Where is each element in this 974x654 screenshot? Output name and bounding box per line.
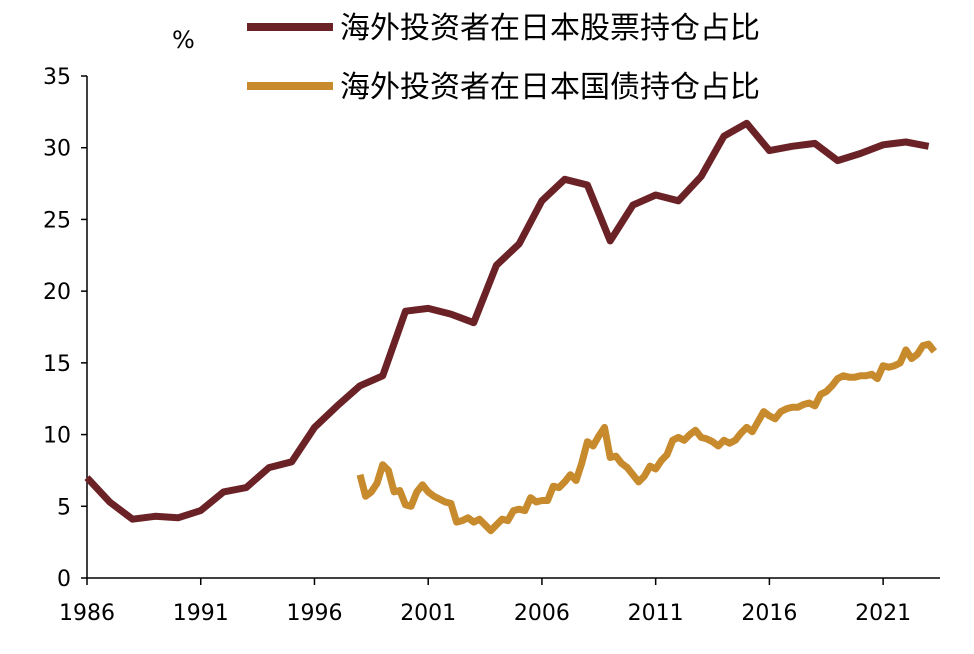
- y-tick-label: 15: [43, 352, 71, 377]
- y-tick-label: 30: [43, 137, 71, 162]
- y-tick-label: 0: [57, 567, 71, 592]
- x-tick-label: 2001: [400, 601, 456, 626]
- x-tick-label: 2021: [855, 601, 911, 626]
- y-tick-label: 25: [43, 208, 71, 233]
- y-tick-label: 20: [43, 280, 71, 305]
- x-tick-label: 1996: [286, 601, 342, 626]
- y-axis-unit-label: %: [172, 26, 195, 54]
- x-tick-label: 1986: [59, 601, 115, 626]
- x-tick-label: 2011: [628, 601, 684, 626]
- legend-label-1: 海外投资者在日本国债持仓占比: [340, 70, 760, 105]
- series-line-0: [84, 119, 930, 523]
- x-tick-label: 2016: [741, 601, 797, 626]
- x-tick-label: 2006: [514, 601, 570, 626]
- axes: 0 5 10 15 20 25 30 35 1986 1991 1996 2001 2006 2011 20…: [43, 65, 940, 626]
- series-line-1: [356, 340, 938, 535]
- series-layer: [84, 119, 938, 535]
- y-tick-label: 35: [43, 65, 71, 90]
- y-tick-label: 10: [43, 424, 71, 449]
- y-tick-label: 5: [57, 495, 71, 520]
- legend-label-0: 海外投资者在日本股票持仓占比: [340, 11, 760, 46]
- x-tick-label: 1991: [173, 601, 229, 626]
